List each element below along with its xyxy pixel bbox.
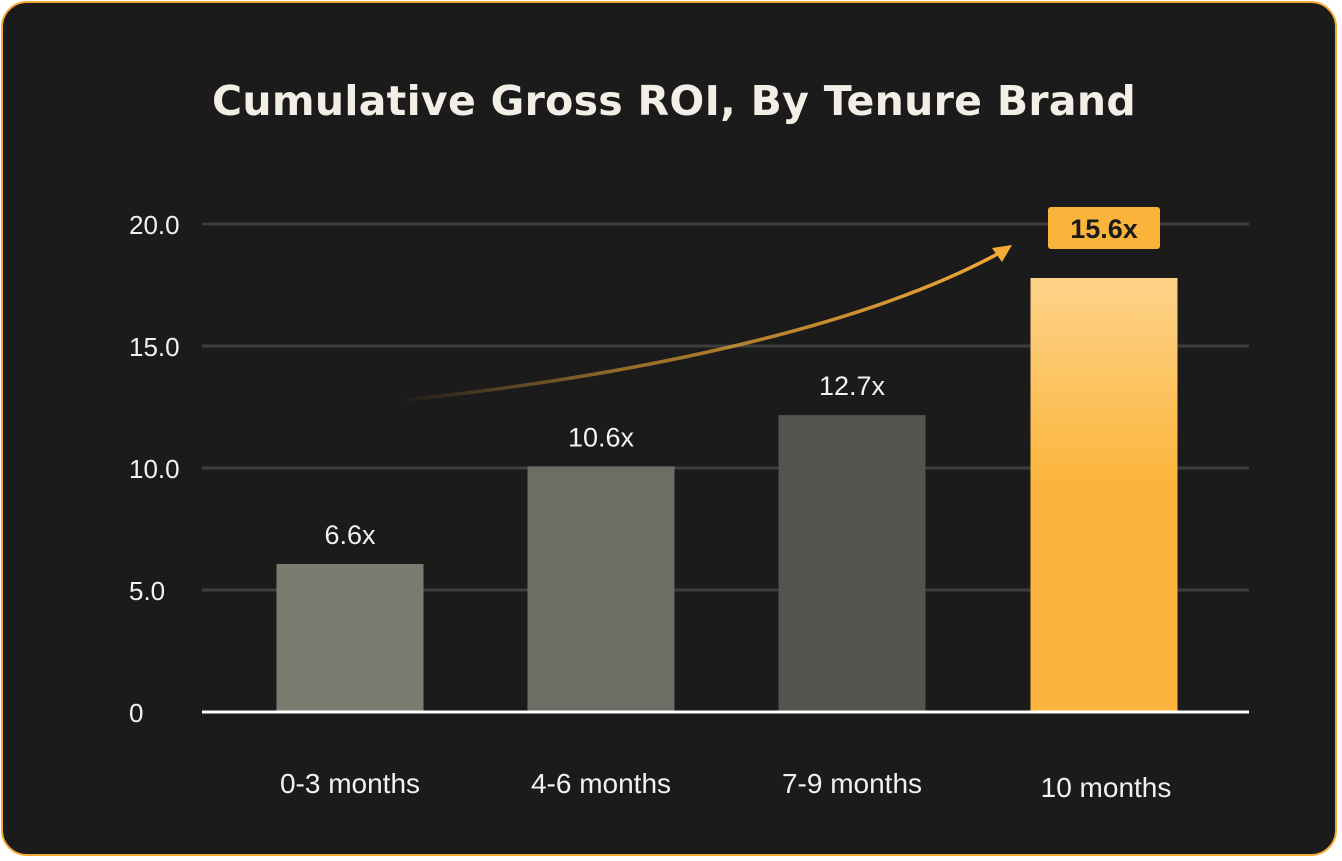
category-label: 7-9 months: [782, 768, 922, 799]
y-tick-label: 5.0: [129, 576, 165, 606]
y-axis-ticks: 0 5.0 10.0 15.0 20.0: [129, 210, 180, 728]
bars: [276, 278, 1178, 712]
bar: [276, 563, 424, 712]
x-axis-categories: 0-3 months 4-6 months 7-9 months 10 months: [280, 768, 1171, 803]
y-tick-label: 15.0: [129, 332, 180, 362]
bar: [1030, 278, 1178, 712]
data-label: 12.7x: [819, 371, 886, 401]
y-tick-label: 10.0: [129, 454, 180, 484]
trend-arrow: [393, 245, 1012, 403]
data-labels: 6.6x 10.6x 12.7x 15.6x: [324, 207, 1160, 550]
y-tick-label: 20.0: [129, 210, 180, 240]
trend-arrow-line: [393, 249, 1005, 403]
category-label: 10 months: [1041, 772, 1172, 803]
y-tick-label: 0: [129, 698, 143, 728]
category-label: 0-3 months: [280, 768, 420, 799]
arrowhead-icon: [992, 245, 1012, 262]
data-label: 15.6x: [1070, 214, 1138, 244]
data-label: 10.6x: [568, 422, 635, 452]
highlight-badge: [1048, 207, 1160, 249]
chart-title: Cumulative Gross ROI, By Tenure Brand: [211, 77, 1137, 125]
category-label: 4-6 months: [531, 768, 671, 799]
data-label: 6.6x: [324, 520, 376, 550]
bar: [778, 415, 926, 712]
bar: [527, 466, 675, 712]
